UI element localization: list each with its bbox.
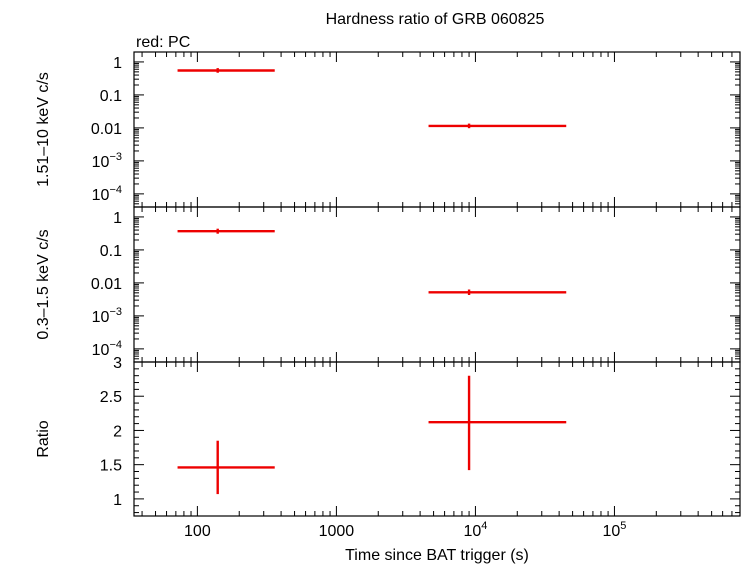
y-tick-label-base: 10: [92, 309, 110, 326]
x-tick-label: 1000: [319, 523, 355, 540]
x-tick-label-base: 10: [463, 523, 481, 540]
y-tick-label: 0.1: [100, 243, 122, 260]
y-axis-label: 0.3–1.5 keV c/s: [35, 229, 52, 339]
y-tick-label: 0.1: [100, 88, 122, 105]
y-tick-label-exponent: −3: [109, 151, 122, 163]
y-tick-label-exponent: −4: [109, 339, 122, 351]
y-tick-label: 3: [113, 355, 122, 372]
x-axis-label: Time since BAT trigger (s): [345, 547, 529, 564]
x-tick-label: 100: [184, 523, 211, 540]
y-tick-label-base: 10: [92, 342, 110, 359]
y-tick-label: 0.01: [91, 276, 122, 293]
y-tick-label-exponent: −4: [109, 184, 122, 196]
x-tick-label-base: 10: [602, 523, 620, 540]
y-axis-label: Ratio: [35, 420, 52, 457]
chart-title: Hardness ratio of GRB 060825: [326, 11, 545, 28]
y-tick-label: 1: [113, 210, 122, 227]
data-point: [428, 289, 567, 295]
data-point: [177, 228, 275, 234]
data-point: [177, 440, 275, 495]
y-tick-label: 10−4: [92, 339, 122, 359]
y-tick-label: 2.5: [100, 389, 122, 406]
y-tick-label-base: 10: [92, 154, 110, 171]
y-tick-label-base: 10: [92, 187, 110, 204]
data-point: [177, 68, 275, 73]
panel-frame: [133, 51, 741, 208]
y-tick-label-exponent: −3: [109, 306, 122, 318]
x-tick-label-exponent: 4: [481, 520, 487, 532]
y-tick-label: 1: [113, 55, 122, 72]
data-point: [428, 123, 567, 129]
y-tick-label: 1: [113, 492, 122, 509]
y-tick-label: 0.01: [91, 121, 122, 138]
y-axis-label: 1.51–10 keV c/s: [35, 72, 52, 187]
x-tick-label-exponent: 5: [620, 520, 626, 532]
y-tick-label: 10−4: [92, 184, 122, 204]
panel-frame: [133, 361, 741, 517]
x-tick-label: 104: [463, 520, 487, 540]
y-tick-label: 1.5: [100, 458, 122, 475]
y-tick-label: 10−3: [92, 306, 122, 326]
y-tick-label: 10−3: [92, 151, 122, 171]
x-tick-label: 105: [602, 520, 626, 540]
legend-note: red: PC: [136, 34, 190, 51]
y-tick-label: 2: [113, 423, 122, 440]
data-point: [428, 375, 567, 471]
